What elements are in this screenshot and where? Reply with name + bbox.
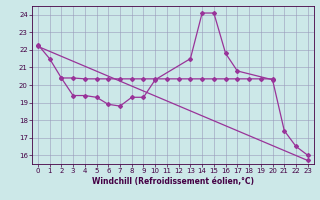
X-axis label: Windchill (Refroidissement éolien,°C): Windchill (Refroidissement éolien,°C) <box>92 177 254 186</box>
